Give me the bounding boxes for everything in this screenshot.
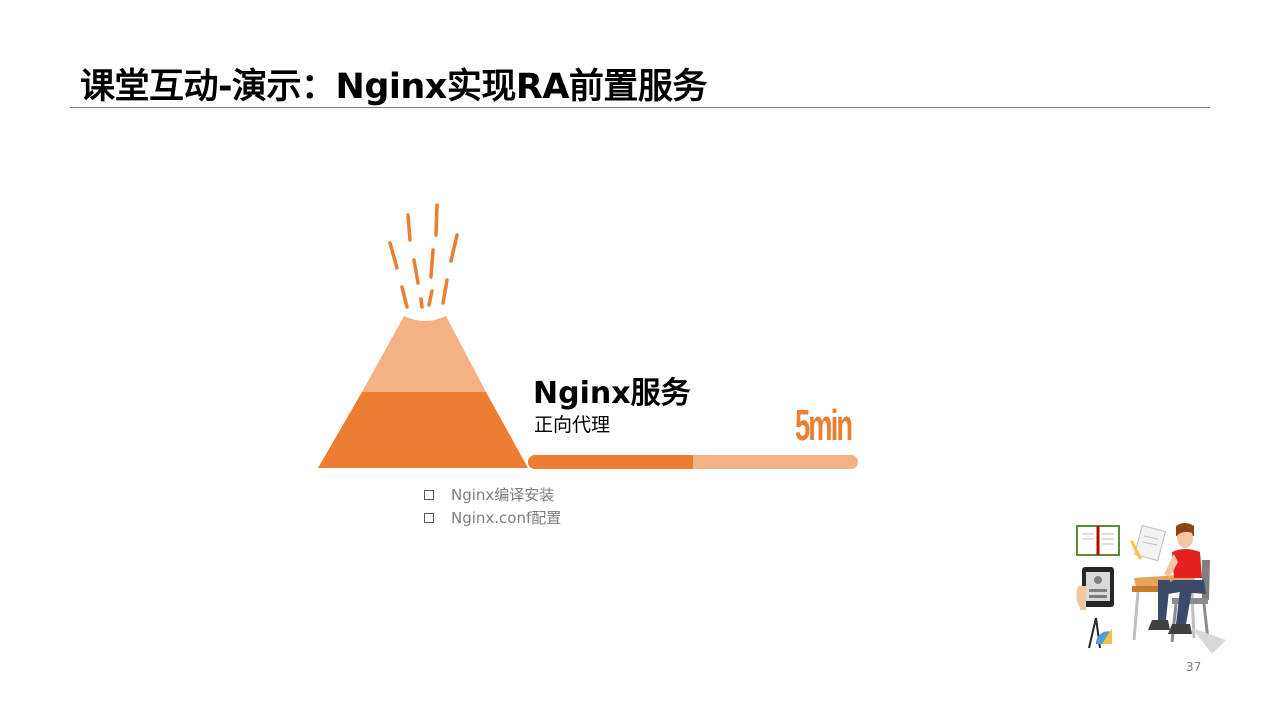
square-bullet-icon [424,512,434,523]
page-number: 37 [1186,660,1202,674]
list-item-text: Nginx.conf配置 [451,509,562,527]
bullet-list: Nginx编译安装 Nginx.conf配置 [424,483,561,529]
student-at-desk-illustration [1076,523,1226,654]
volcano-summit [362,316,486,392]
compass-icon [1088,617,1112,649]
pencil-icon [1130,540,1142,560]
progress-fill [528,455,693,469]
volcano-illustration [318,203,528,468]
tablet-icon [1076,567,1114,610]
slide-title: 课堂互动-演示：Nginx实现RA前置服务 [80,67,707,107]
list-item: Nginx编译安装 [424,483,561,506]
list-item: Nginx.conf配置 [424,506,561,529]
document-icon [1133,524,1167,562]
duration-label: 5min [795,401,853,450]
student-figure-icon [1148,523,1206,634]
volcano-base [318,392,528,468]
progress-bar [528,455,858,469]
book-icon [1076,525,1120,556]
square-bullet-icon [424,489,434,500]
list-item-text: Nginx编译安装 [451,486,555,504]
topic-heading: Nginx服务 [533,376,691,411]
title-divider [70,107,1210,108]
eruption-sparks-icon [388,203,459,309]
topic-subheading: 正向代理 [534,414,611,436]
